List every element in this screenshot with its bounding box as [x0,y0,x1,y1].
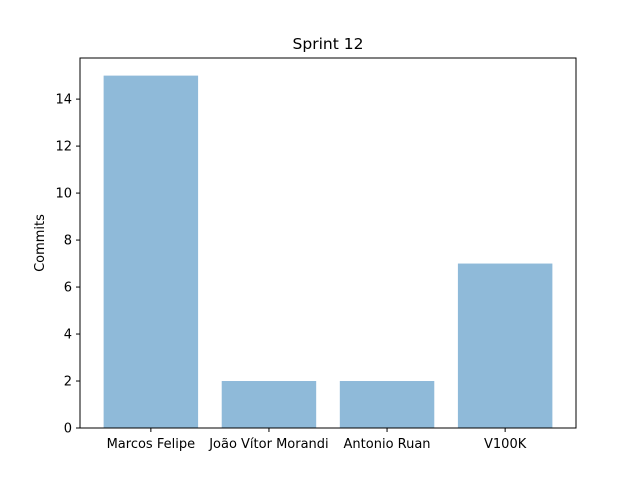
y-tick-label: 4 [64,328,72,343]
y-axis-label: Commits [33,214,48,272]
y-tick-label: 0 [64,422,72,437]
bar [103,75,199,428]
y-tick-label: 10 [55,187,72,202]
bar [221,381,317,428]
bar [339,381,435,428]
y-tick-label: 8 [64,234,72,249]
y-axis-ticks: 0 2 4 6 8 10 12 14 [55,93,80,437]
y-tick-label: 12 [55,140,72,155]
plot-area-frame [79,57,577,429]
x-axis-ticks: Marcos Felipe João Vítor Morandi Antonio R… [107,428,527,452]
bars-group [103,75,553,428]
chart-title: Sprint 12 [293,35,364,53]
y-tick-label: 6 [64,281,72,296]
y-tick-label: 2 [64,375,72,390]
x-tick-label: Antonio Ruan [344,437,431,452]
y-tick-label: 14 [55,93,72,108]
bar [457,263,553,428]
x-tick-label: V100K [484,437,527,452]
x-tick-label: João Vítor Morandi [208,437,328,452]
x-tick-label: Marcos Felipe [107,437,196,452]
